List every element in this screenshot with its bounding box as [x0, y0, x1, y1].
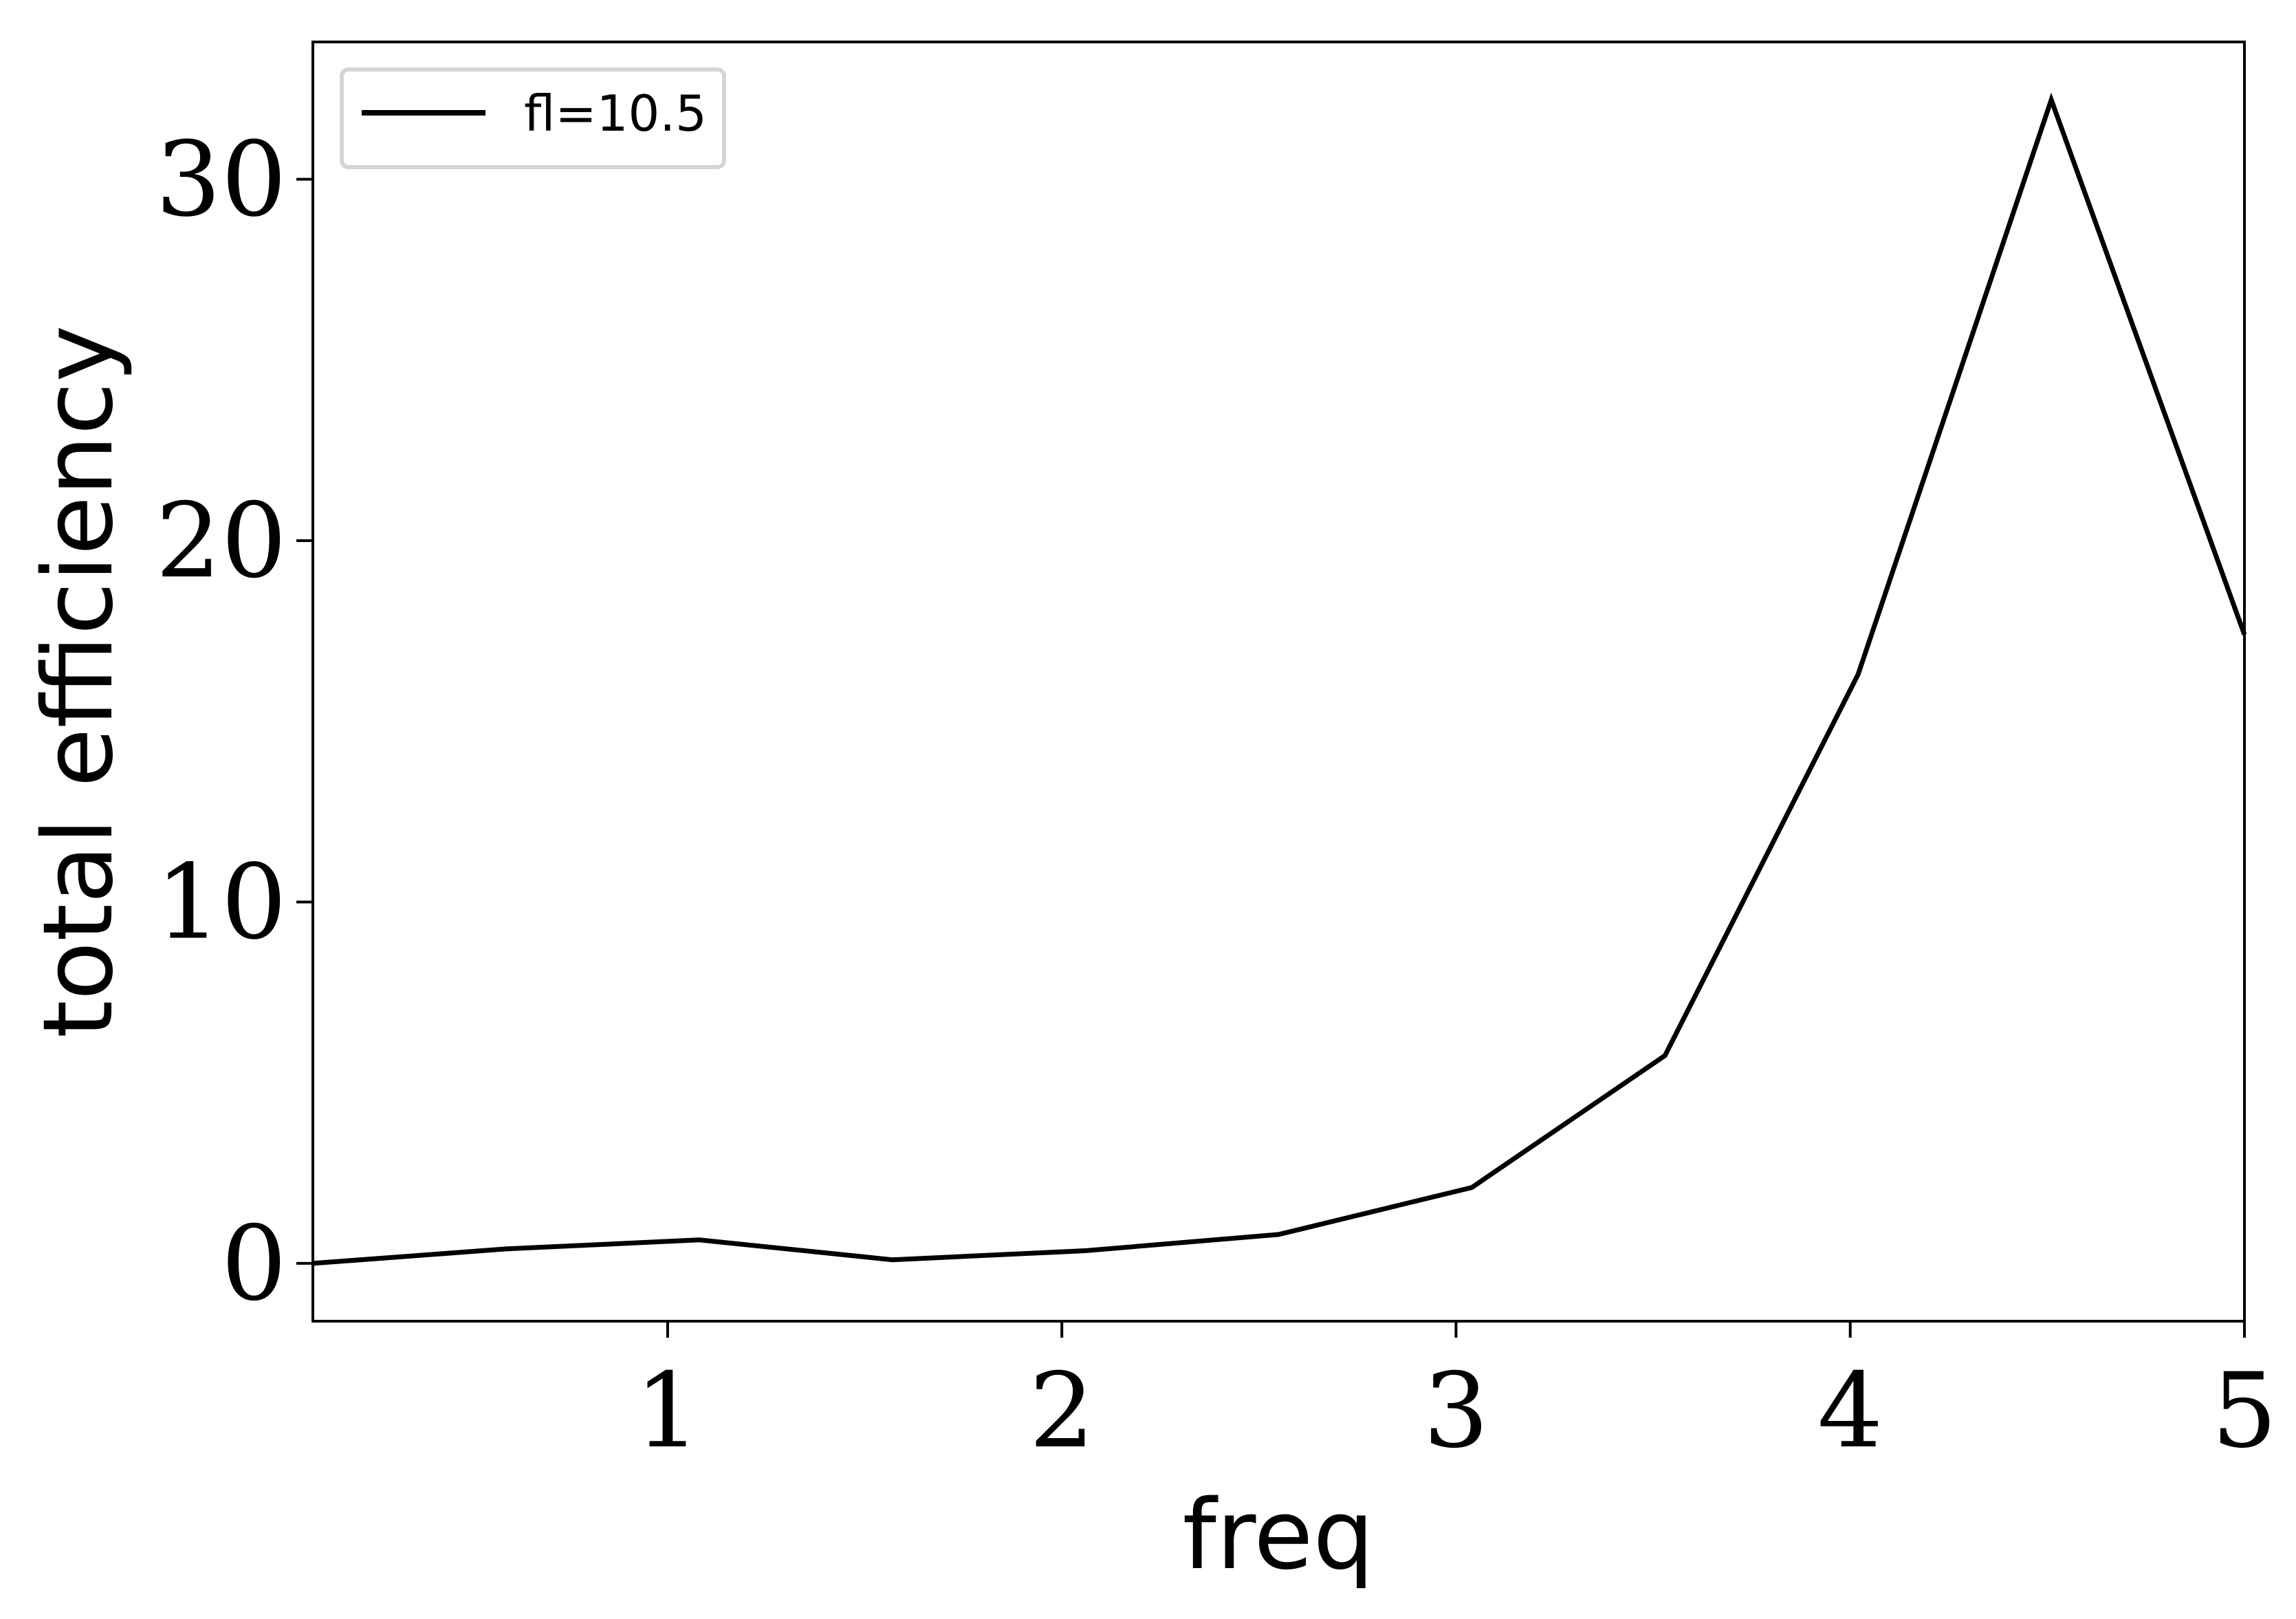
x-tick-label: 3 — [1423, 1351, 1489, 1471]
y-axis-label: total efficiency — [23, 325, 135, 1039]
series-line-0 — [312, 92, 2247, 1266]
y-tick-label: 20 — [155, 481, 287, 601]
legend-entry-label: fl=10.5 — [524, 85, 707, 142]
legend: fl=10.5 — [340, 67, 726, 169]
x-tick-label: 1 — [635, 1351, 700, 1471]
y-tick-label: 0 — [221, 1204, 287, 1324]
y-axis: 0 10 20 30 — [155, 120, 313, 1324]
x-tick-label: 5 — [2211, 1351, 2277, 1471]
legend-box — [340, 67, 726, 169]
plot-frame — [311, 41, 2246, 1323]
y-tick-label: 30 — [155, 120, 287, 240]
series-layer — [312, 92, 2247, 1266]
y-tick-label: 10 — [155, 843, 287, 963]
x-axis: 1 2 3 4 5 — [635, 1321, 2277, 1471]
x-tick-label: 4 — [1817, 1351, 1883, 1471]
x-axis-label: freq — [1183, 1479, 1375, 1591]
x-tick-label: 2 — [1029, 1351, 1094, 1471]
plot-area — [313, 42, 2244, 1321]
